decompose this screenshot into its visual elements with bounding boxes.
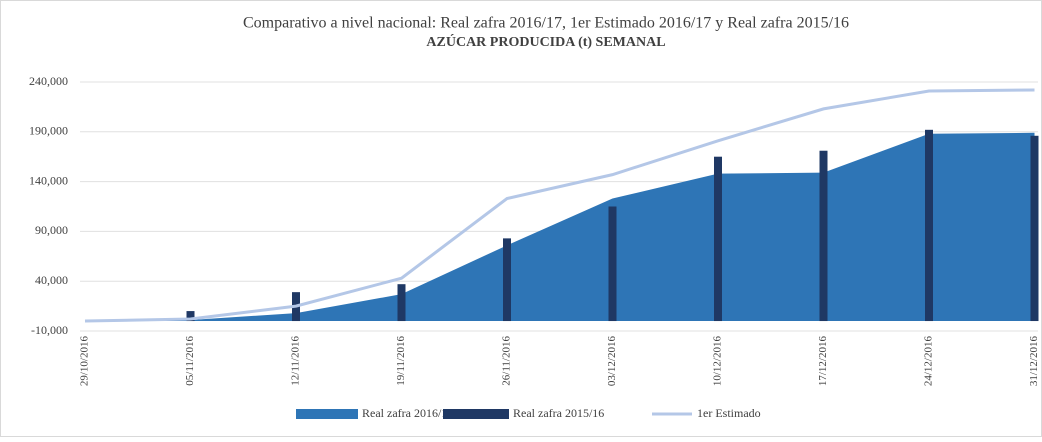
x-tick-label: 05/11/2016: [184, 336, 196, 386]
x-tick-label: 10/12/2016: [712, 336, 724, 387]
x-tick-label: 03/12/2016: [606, 336, 618, 387]
bar: [925, 129, 933, 322]
bar: [819, 150, 828, 322]
bar: [397, 284, 406, 322]
y-tick-label: 240,000: [29, 74, 68, 88]
bar: [714, 156, 722, 322]
chart-title: Comparativo a nivel nacional: Real zafra…: [243, 15, 849, 32]
legend-label: Real zafra 2015/16: [513, 406, 604, 420]
legend-label: Real zafra 2016/17: [362, 406, 453, 420]
x-tick-label: 26/11/2016: [501, 336, 513, 386]
bar: [608, 206, 617, 322]
y-tick-label: 190,000: [29, 124, 68, 138]
legend-swatch: [443, 409, 509, 419]
bar: [186, 311, 195, 322]
chart-subtitle: AZÚCAR PRODUCIDA (t) SEMANAL: [426, 33, 665, 50]
legend-label: 1er Estimado: [697, 406, 761, 420]
legend-swatch: [296, 409, 358, 419]
y-tick-label: 90,000: [35, 223, 68, 237]
bar: [503, 238, 511, 322]
y-tick-label: 140,000: [29, 173, 68, 187]
x-tick-label: 19/11/2016: [395, 336, 407, 386]
line: [84, 88, 1035, 323]
x-tick-label: 12/11/2016: [290, 336, 302, 386]
x-tick-label: 31/12/2016: [1028, 336, 1040, 387]
y-tick-label: -10,000: [31, 323, 68, 337]
x-tick-label: 29/10/2016: [79, 336, 91, 387]
y-tick-label: 40,000: [35, 273, 68, 287]
x-tick-label: 24/12/2016: [923, 336, 935, 387]
area: [85, 132, 1035, 322]
x-tick-label: 17/12/2016: [817, 336, 829, 387]
bar: [1030, 135, 1039, 322]
